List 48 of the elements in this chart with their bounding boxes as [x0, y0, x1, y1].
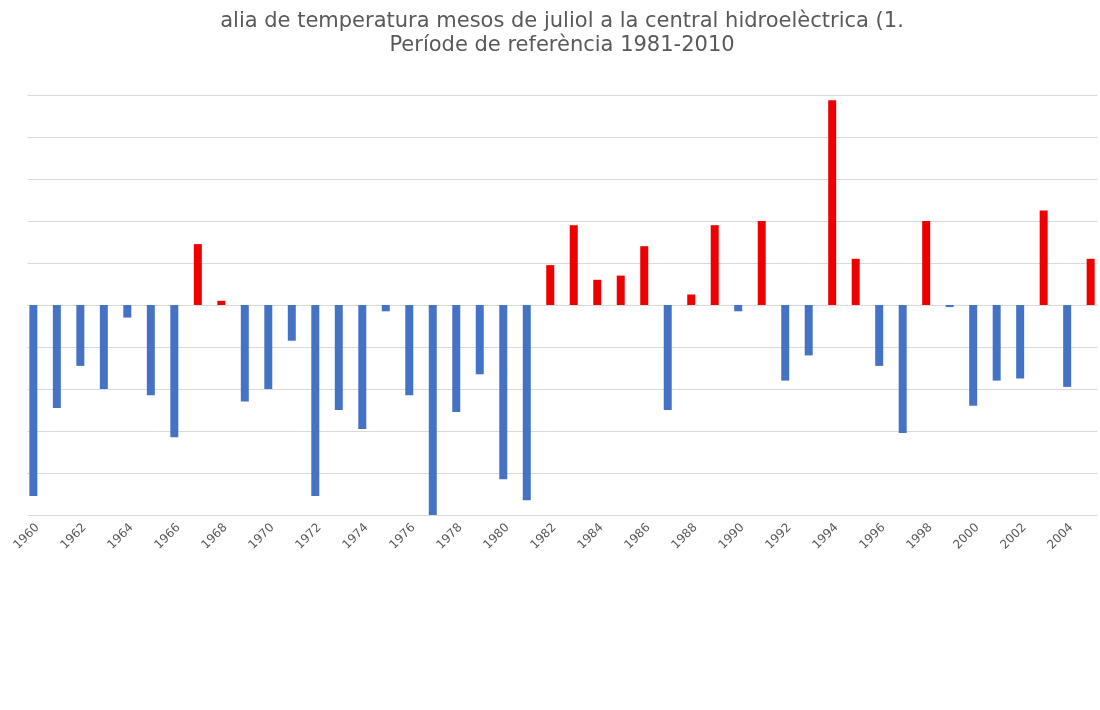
bar [193, 244, 202, 305]
bar [734, 305, 743, 312]
bar [616, 275, 625, 305]
bar [945, 305, 954, 308]
bar [992, 305, 1001, 381]
bar [1086, 258, 1095, 305]
bar [875, 305, 884, 366]
bar [851, 258, 860, 305]
bar [1063, 305, 1072, 387]
bar [29, 305, 38, 497]
bar [170, 305, 179, 438]
chart-subtitle: Període de referència 1981-2010 [389, 32, 735, 56]
bar [123, 305, 132, 318]
bar [640, 246, 649, 305]
bar [804, 305, 813, 356]
bar [381, 305, 390, 312]
bar [405, 305, 414, 396]
bar [710, 225, 719, 305]
bar [475, 305, 484, 375]
bar [687, 294, 696, 305]
bar [922, 221, 931, 305]
bar [757, 221, 766, 305]
bar [522, 305, 531, 501]
bar [898, 305, 907, 434]
bar [1039, 210, 1048, 305]
bar [264, 305, 273, 389]
bar [569, 225, 578, 305]
bar [146, 305, 155, 396]
bar [217, 300, 226, 305]
bar [452, 305, 461, 413]
bar [781, 305, 790, 381]
bar [969, 305, 978, 406]
bar [593, 279, 602, 305]
bar [663, 305, 672, 410]
bar [99, 305, 108, 389]
chart-title: alia de temperatura mesos de juliol a la central hidroelèctrica (1. [220, 8, 904, 32]
bar [358, 305, 367, 429]
bar [428, 305, 437, 515]
bar [546, 265, 555, 305]
bar [287, 305, 296, 341]
bar [334, 305, 343, 410]
bar [1016, 305, 1025, 379]
bar [76, 305, 85, 366]
bar [240, 305, 249, 402]
bar [828, 100, 837, 305]
bar [52, 305, 61, 408]
bar [499, 305, 508, 480]
bar [311, 305, 320, 497]
